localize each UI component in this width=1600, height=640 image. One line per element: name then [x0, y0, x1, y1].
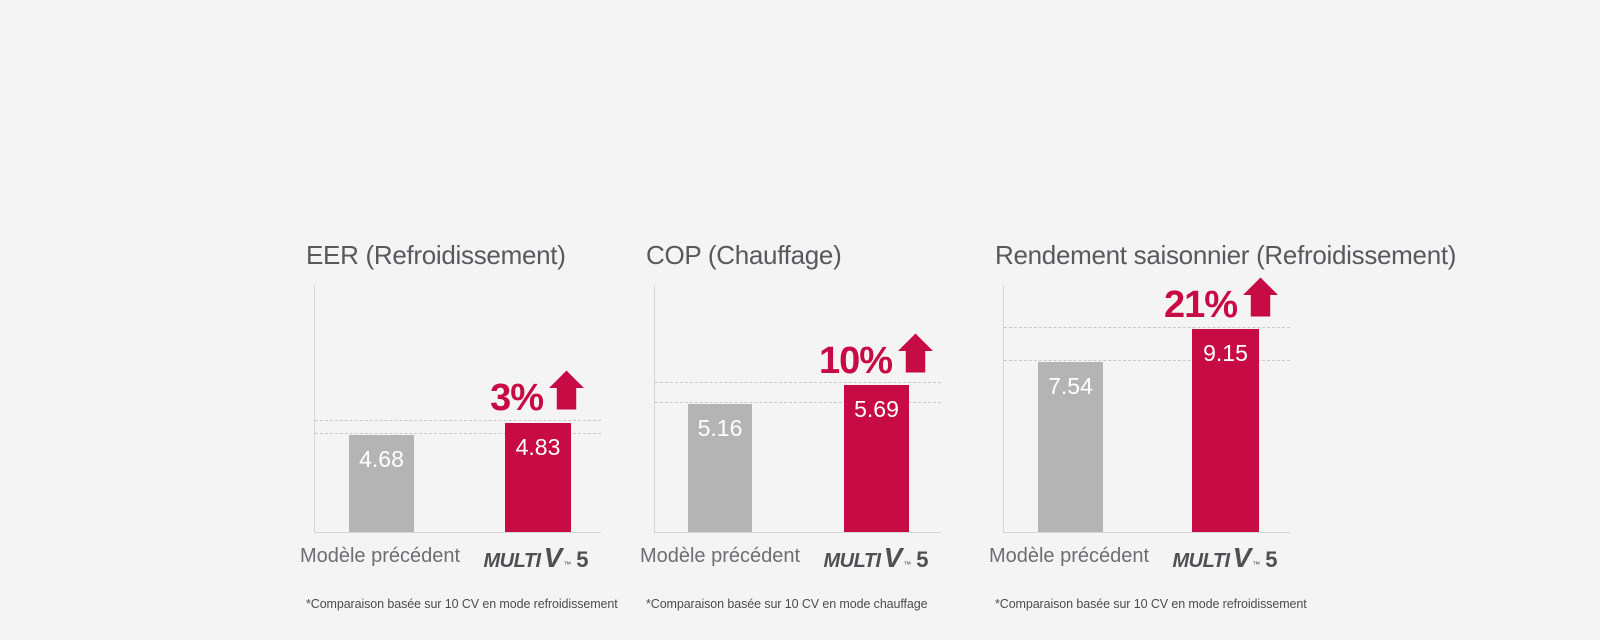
multiv5-logo: MULTI V ™ 5 — [823, 542, 928, 574]
bar-multiv5: 9.15 — [1192, 329, 1259, 532]
gridline-previous-level — [1004, 360, 1290, 361]
plot-area: 7.54 9.15 21% — [1003, 277, 1290, 533]
bar-previous-model: 7.54 — [1038, 362, 1103, 532]
increase-annotation: 21% — [1164, 277, 1278, 324]
logo-5-text: 5 — [916, 547, 929, 572]
logo-v-text: V — [1232, 542, 1252, 573]
bar-previous-model: 5.16 — [688, 404, 752, 532]
bar-value-label: 4.83 — [515, 434, 561, 460]
logo-v-text: V — [883, 542, 903, 573]
increase-up-arrow-icon — [1243, 277, 1278, 317]
footnote: *Comparaison basée sur 10 CV en mode ref… — [995, 596, 1307, 611]
category-previous-model: Modèle précédent — [988, 545, 1150, 567]
increase-percent-label: 3% — [490, 377, 544, 419]
category-previous-model: Modèle précédent — [299, 545, 461, 567]
footnote: *Comparaison basée sur 10 CV en mode ref… — [306, 596, 618, 611]
bar-value-label: 7.54 — [1048, 373, 1093, 399]
gridline-new-level — [315, 420, 601, 421]
bar-multiv5: 5.69 — [844, 385, 909, 532]
logo-trademark-symbol: ™ — [1252, 560, 1261, 569]
increase-annotation: 10% — [819, 333, 933, 380]
footnote: *Comparaison basée sur 10 CV en mode cha… — [646, 596, 928, 611]
multiv5-logo: MULTI V ™ 5 — [483, 542, 588, 574]
increase-up-arrow-icon — [898, 333, 933, 373]
gridline-previous-level — [315, 433, 601, 434]
category-labels: Modèle précédent MULTI V ™ 5 — [989, 542, 1289, 573]
logo-5-text: 5 — [576, 547, 589, 572]
category-previous-model: Modèle précédent — [639, 545, 801, 567]
bar-value-label: 9.15 — [1203, 340, 1248, 366]
increase-percent-label: 21% — [1163, 284, 1238, 326]
multiv5-logo: MULTI V ™ 5 — [1172, 542, 1277, 574]
logo-trademark-symbol: ™ — [903, 560, 912, 569]
gridline-previous-level — [655, 402, 941, 403]
increase-percent-label: 10% — [818, 340, 893, 382]
bar-previous-model: 4.68 — [349, 435, 414, 532]
category-labels: Modèle précédent MULTI V ™ 5 — [300, 542, 600, 573]
category-labels: Modèle précédent MULTI V ™ 5 — [640, 542, 940, 573]
plot-area: 4.68 4.83 3% — [314, 285, 601, 533]
bar-value-label: 5.16 — [697, 415, 743, 441]
chart-title: EER (Refroidissement) — [306, 240, 566, 270]
logo-v-text: V — [543, 542, 563, 573]
logo-trademark-symbol: ™ — [563, 560, 572, 569]
bar-value-label: 4.68 — [359, 446, 404, 472]
logo-multi-text: MULTI — [483, 550, 541, 572]
bar-value-label: 5.69 — [854, 396, 899, 422]
increase-up-arrow-icon — [549, 370, 584, 410]
logo-5-text: 5 — [1265, 547, 1278, 572]
bar-multiv5: 4.83 — [505, 423, 571, 532]
gridline-new-level — [655, 382, 941, 383]
logo-multi-text: MULTI — [1172, 550, 1230, 572]
chart-title: Rendement saisonnier (Refroidissement) — [995, 240, 1457, 270]
logo-multi-text: MULTI — [823, 550, 881, 572]
plot-area: 5.16 5.69 10% — [654, 285, 941, 533]
increase-annotation: 3% — [490, 370, 584, 417]
chart-title: COP (Chauffage) — [646, 240, 842, 270]
gridline-new-level — [1004, 327, 1290, 328]
